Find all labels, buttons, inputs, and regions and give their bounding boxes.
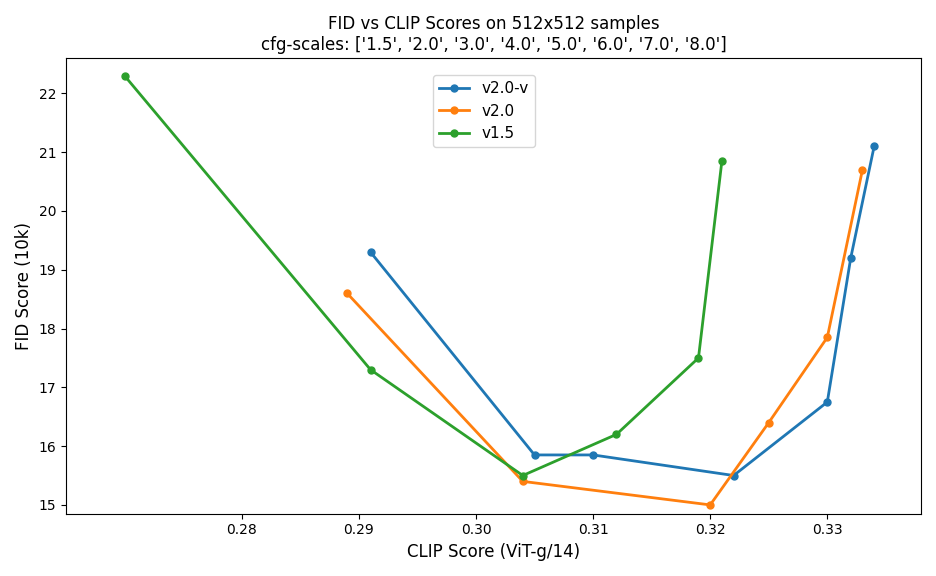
- v1.5: [518, 472, 529, 479]
- Line: v2.0: v2.0: [344, 166, 866, 509]
- v2.0-v: [529, 452, 540, 458]
- v2.0-v: [588, 452, 599, 458]
- v1.5: [119, 73, 130, 79]
- v2.0: [822, 334, 833, 341]
- v2.0-v: [845, 255, 856, 262]
- v2.0: [856, 166, 868, 173]
- Line: v2.0-v: v2.0-v: [367, 143, 878, 479]
- v2.0-v: [728, 472, 739, 479]
- v1.5: [365, 366, 376, 373]
- Legend: v2.0-v, v2.0, v1.5: v2.0-v, v2.0, v1.5: [432, 75, 535, 147]
- v1.5: [611, 431, 622, 438]
- v2.0: [705, 502, 716, 509]
- v1.5: [693, 354, 704, 361]
- X-axis label: CLIP Score (ViT-g/14): CLIP Score (ViT-g/14): [407, 543, 580, 561]
- Y-axis label: FID Score (10k): FID Score (10k): [15, 222, 33, 350]
- Line: v1.5: v1.5: [121, 73, 725, 479]
- v1.5: [716, 158, 727, 165]
- v2.0-v: [365, 249, 376, 256]
- v2.0-v: [822, 399, 833, 406]
- v2.0: [342, 290, 353, 297]
- v2.0: [518, 478, 529, 485]
- v2.0: [763, 419, 774, 426]
- Title: FID vs CLIP Scores on 512x512 samples
cfg-scales: ['1.5', '2.0', '3.0', '4.0', ': FID vs CLIP Scores on 512x512 samples cf…: [260, 15, 726, 54]
- v2.0-v: [869, 143, 880, 150]
